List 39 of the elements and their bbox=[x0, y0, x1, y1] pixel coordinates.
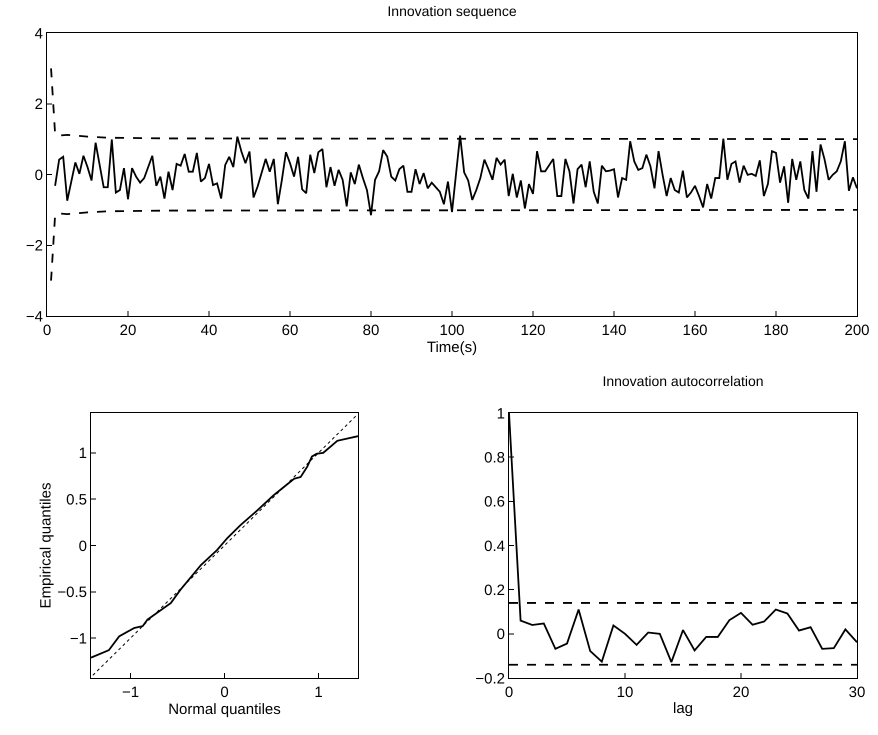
x-tick-label: 160 bbox=[682, 322, 708, 339]
x-tick-label: 120 bbox=[520, 322, 546, 339]
x-tick-label: 180 bbox=[763, 322, 789, 339]
y-tick-label: 1 bbox=[78, 445, 87, 462]
y-tick-label: 0.2 bbox=[484, 582, 505, 599]
y-tick-label: −4 bbox=[26, 308, 43, 326]
y-tick-label: −0.2 bbox=[475, 670, 505, 688]
x-tick-label: 1 bbox=[314, 684, 323, 701]
x-axis-title: Time(s) bbox=[426, 339, 478, 356]
y-tick-label: 0.8 bbox=[484, 449, 505, 466]
x-tick-label: −1 bbox=[122, 684, 140, 701]
x-tick-label: 100 bbox=[439, 322, 465, 339]
x-tick-label: 0 bbox=[220, 684, 229, 701]
y-tick-label: 0 bbox=[78, 538, 87, 555]
x-axis-title: lag bbox=[672, 700, 694, 717]
x-tick-label: 80 bbox=[362, 322, 380, 339]
y-tick-label: 2 bbox=[34, 96, 43, 113]
y-tick-label: 0 bbox=[496, 626, 505, 644]
x-tick-label: 30 bbox=[848, 684, 866, 701]
x-tick-label: 20 bbox=[120, 322, 136, 339]
y-axis-title: Empirical quantiles bbox=[38, 482, 55, 608]
chart-title: Innovation autocorrelation bbox=[602, 372, 764, 389]
x-tick-label: 10 bbox=[616, 684, 634, 701]
x-axis-title: Normal quantiles bbox=[168, 701, 281, 718]
y-tick-label: −0.5 bbox=[57, 584, 87, 602]
x-tick-label: 60 bbox=[282, 322, 298, 339]
y-tick-label: 0.5 bbox=[66, 491, 87, 508]
x-tick-label: 200 bbox=[844, 322, 870, 339]
chart-title: Innovation sequence bbox=[387, 2, 517, 19]
x-tick-label: 20 bbox=[732, 684, 750, 701]
y-tick-label: 1 bbox=[496, 405, 505, 422]
y-tick-label: −2 bbox=[26, 238, 43, 254]
y-tick-label: 0.6 bbox=[484, 494, 505, 511]
y-tick-label: 0.4 bbox=[484, 538, 505, 555]
y-tick-label: −1 bbox=[70, 630, 87, 648]
y-tick-label: 0 bbox=[34, 166, 43, 184]
x-tick-label: 40 bbox=[200, 322, 218, 339]
x-tick-label: 140 bbox=[601, 322, 627, 339]
y-tick-label: 4 bbox=[34, 25, 43, 42]
